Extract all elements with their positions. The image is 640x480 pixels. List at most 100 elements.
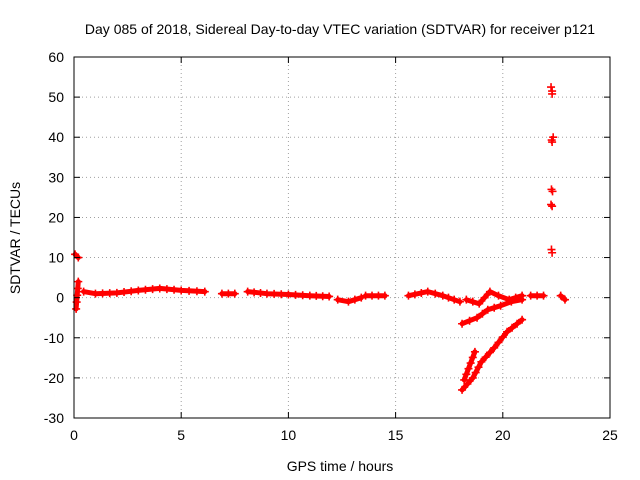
chart-title: Day 085 of 2018, Sidereal Day-to-day VTE…: [85, 21, 595, 37]
data-point: [350, 295, 359, 304]
data-point: [548, 187, 557, 196]
data-point: [291, 290, 300, 299]
data-segment: [79, 284, 209, 298]
data-point: [380, 291, 389, 300]
y-tick-label: 10: [48, 250, 64, 266]
data-point: [485, 348, 494, 357]
y-tick-label: 60: [48, 49, 64, 65]
data-point: [141, 285, 150, 294]
data-point: [73, 284, 82, 293]
data-point: [560, 295, 569, 304]
data-point: [475, 299, 484, 308]
scatter-points: [547, 83, 558, 257]
data-segment: [72, 277, 83, 313]
y-tick-labels: -30 -20 -10 0 10 20 30 40 50 60: [44, 49, 64, 426]
y-tick-label: 20: [48, 209, 64, 225]
data-point: [485, 287, 494, 296]
data-point: [474, 363, 483, 372]
data-point: [483, 305, 492, 314]
data-point: [72, 304, 81, 313]
data-point: [134, 286, 143, 295]
data-point: [503, 327, 512, 336]
data-point: [548, 248, 557, 257]
data-point: [423, 287, 432, 296]
data-point: [466, 359, 475, 368]
grid-lines: [74, 57, 610, 418]
y-tick-label: 40: [48, 129, 64, 145]
data-point: [74, 277, 83, 286]
data-point: [333, 295, 342, 304]
data-segment: [526, 291, 548, 300]
data-series: [71, 83, 569, 394]
data-point: [455, 297, 464, 306]
x-tick-label: 5: [177, 427, 185, 443]
data-segment: [333, 293, 366, 306]
y-axis-label: SDTVAR / TECUs: [7, 182, 23, 294]
x-tick-label: 0: [70, 427, 78, 443]
data-point: [494, 291, 503, 300]
plot-frame: [73, 56, 611, 419]
data-point: [431, 289, 440, 298]
data-segment: [460, 347, 479, 384]
data-point: [357, 293, 366, 302]
data-point: [463, 379, 472, 388]
data-point: [471, 368, 480, 377]
data-point: [170, 285, 179, 294]
x-tick-label: 15: [388, 427, 404, 443]
data-point: [230, 289, 239, 298]
data-point: [458, 319, 467, 328]
data-segment: [556, 291, 569, 304]
data-point: [539, 291, 548, 300]
data-point: [518, 315, 527, 324]
data-point: [325, 292, 334, 301]
data-point: [477, 357, 486, 366]
data-point: [284, 290, 293, 299]
y-tick-label: -30: [44, 410, 64, 426]
data-point: [277, 290, 286, 299]
data-point: [481, 353, 490, 362]
data-point: [438, 291, 447, 300]
data-point: [465, 316, 474, 325]
data-point: [155, 284, 164, 293]
data-point: [162, 285, 171, 294]
data-point: [548, 202, 557, 211]
data-point: [148, 285, 157, 294]
data-point: [548, 138, 557, 147]
data-segment: [243, 287, 334, 301]
data-point: [478, 309, 487, 318]
data-point: [460, 375, 469, 384]
data-point: [507, 297, 516, 306]
data-point: [185, 286, 194, 295]
data-point: [473, 313, 482, 322]
x-tick-label: 20: [495, 427, 511, 443]
data-point: [192, 287, 201, 296]
y-tick-label: -20: [44, 370, 64, 386]
data-point: [480, 293, 489, 302]
data-point: [200, 287, 209, 296]
data-point: [556, 291, 565, 300]
data-point: [450, 295, 459, 304]
data-point: [177, 286, 186, 295]
data-point: [468, 373, 477, 382]
data-point: [79, 287, 88, 296]
y-tick-label: -10: [44, 330, 64, 346]
data-segment: [458, 315, 527, 394]
y-tick-label: 30: [48, 169, 64, 185]
axis-ticks: [73, 56, 611, 419]
data-point: [470, 347, 479, 356]
data-point: [464, 364, 473, 373]
data-point: [444, 293, 453, 302]
data-point: [120, 288, 129, 297]
data-point: [490, 343, 499, 352]
data-segment: [217, 289, 239, 298]
data-point: [494, 338, 503, 347]
x-tick-label: 25: [602, 427, 618, 443]
data-point: [547, 83, 556, 92]
data-point: [513, 319, 522, 328]
data-point: [417, 288, 426, 297]
data-point: [462, 370, 471, 379]
data-trace: [459, 317, 525, 393]
data-point: [490, 303, 499, 312]
